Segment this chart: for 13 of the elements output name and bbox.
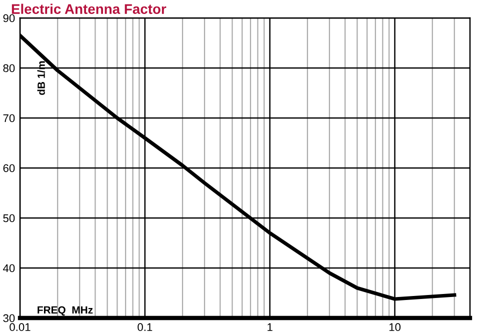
y-tick-label: 40 bbox=[3, 264, 15, 272]
y-tick-label: 30 bbox=[3, 314, 15, 322]
chart-title: Electric Antenna Factor bbox=[12, 4, 166, 14]
x-tick-label: 0.1 bbox=[138, 323, 152, 332]
y-tick-label: 90 bbox=[3, 14, 15, 22]
x-axis-title: FREQ MHz bbox=[38, 306, 93, 316]
y-tick-label: 50 bbox=[3, 214, 15, 222]
x-tick-label: 10 bbox=[389, 323, 401, 332]
x-tick-label: 0.01 bbox=[10, 323, 30, 332]
y-tick-label: 80 bbox=[3, 64, 15, 72]
x-tick-label: 1 bbox=[268, 323, 272, 331]
y-tick-label: 70 bbox=[3, 114, 15, 122]
y-tick-label: 60 bbox=[3, 164, 15, 172]
